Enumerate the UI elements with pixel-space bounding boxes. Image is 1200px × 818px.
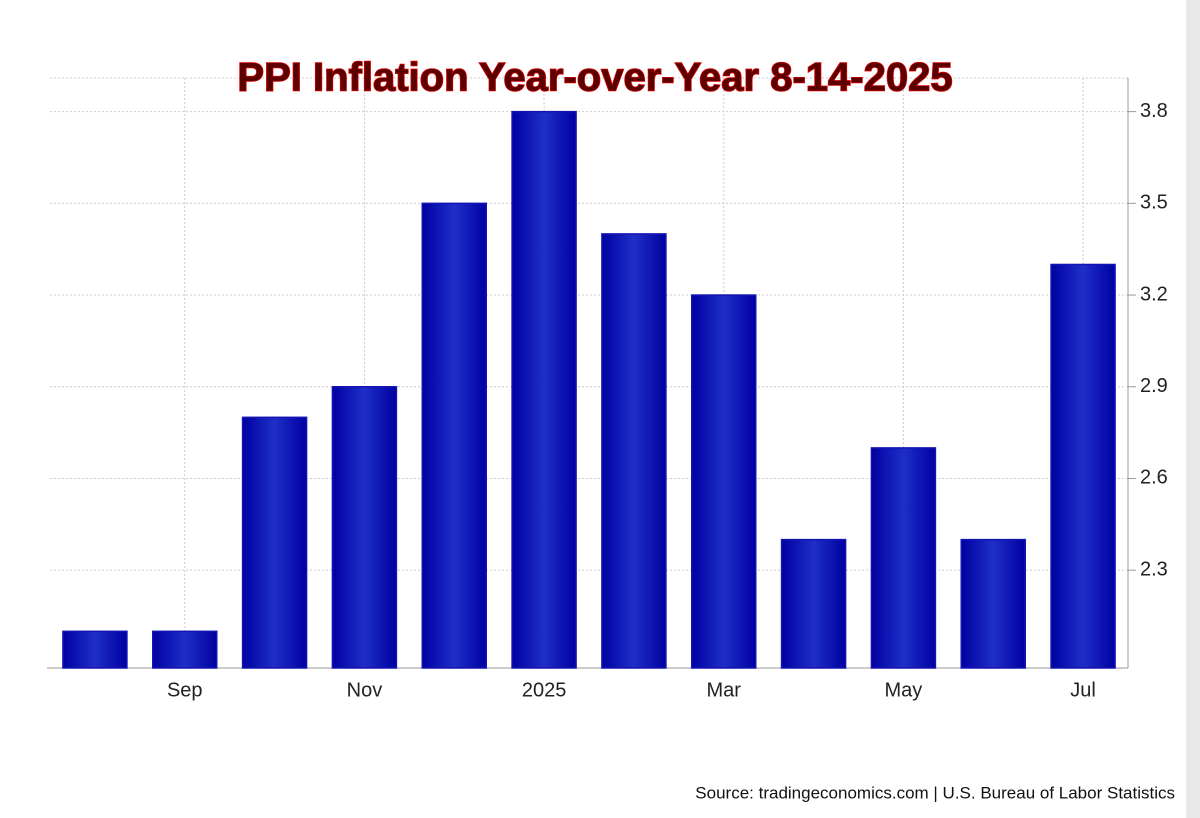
y-tick-label: 3.8 bbox=[1140, 100, 1168, 122]
y-tick-label: 2.6 bbox=[1140, 467, 1168, 489]
bar bbox=[691, 294, 757, 669]
y-tick-label: 3.2 bbox=[1140, 283, 1168, 305]
side-border bbox=[1186, 0, 1200, 818]
bar bbox=[1050, 263, 1116, 669]
x-tick-label: Mar bbox=[707, 679, 742, 701]
x-tick-label: Nov bbox=[347, 679, 383, 701]
bar bbox=[601, 233, 667, 669]
x-tick-label: 2025 bbox=[522, 679, 567, 701]
y-tick-label: 2.9 bbox=[1140, 375, 1168, 397]
bar bbox=[241, 416, 308, 669]
x-tick-label: Jul bbox=[1070, 679, 1096, 701]
y-tick-label: 3.5 bbox=[1140, 192, 1168, 214]
x-tick-label: Sep bbox=[167, 679, 203, 701]
bar bbox=[152, 630, 218, 669]
bar bbox=[780, 538, 847, 669]
bar bbox=[421, 202, 487, 669]
y-tick-label: 2.3 bbox=[1140, 558, 1168, 580]
bar bbox=[62, 630, 128, 669]
bar bbox=[870, 447, 937, 669]
bar bbox=[331, 386, 398, 669]
chart-title: PPI Inflation Year-over-Year 8-14-2025 bbox=[237, 56, 952, 100]
x-tick-label: May bbox=[885, 679, 923, 701]
bar bbox=[511, 110, 577, 669]
source: Source: tradingeconomics.com | U.S. Bure… bbox=[695, 783, 1175, 802]
bar bbox=[960, 538, 1026, 669]
